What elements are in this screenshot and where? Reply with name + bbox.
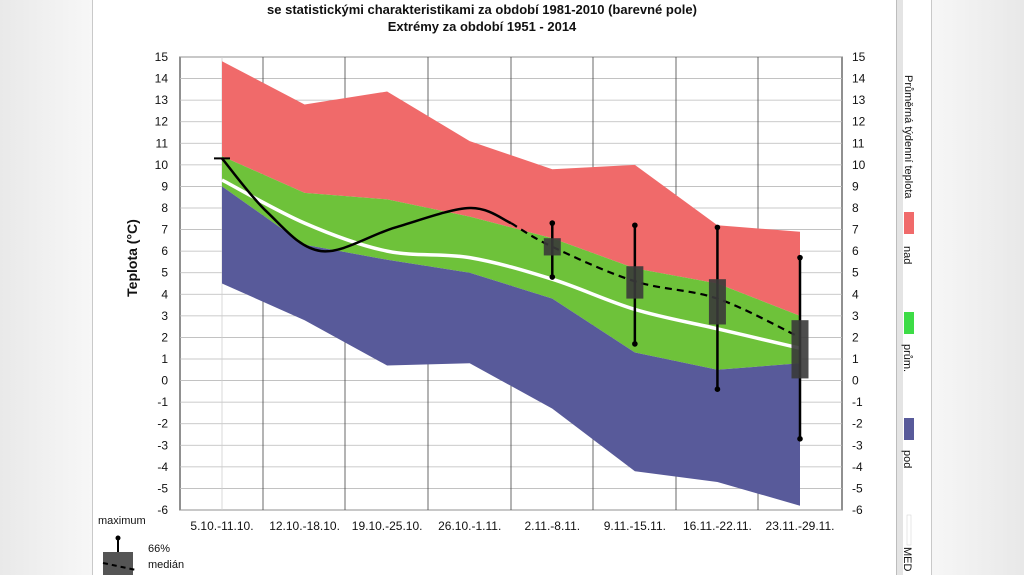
box-range bbox=[543, 238, 561, 256]
chart-title-line2: Extrémy za období 1951 - 2014 bbox=[387, 19, 577, 34]
y-tick-label-right: 12 bbox=[852, 115, 866, 129]
legend-nad-label: nad bbox=[901, 246, 913, 264]
y-tick-label-left: -5 bbox=[157, 481, 168, 495]
y-tick-label-left: -4 bbox=[157, 460, 168, 474]
box-legend-box bbox=[103, 552, 133, 575]
box-legend-maximum: maximum bbox=[98, 515, 146, 527]
y-tick-label-right: -1 bbox=[852, 395, 863, 409]
legend-scrollbar[interactable] bbox=[896, 0, 903, 575]
legend-prum-swatch bbox=[904, 312, 914, 334]
y-tick-label-right: 15 bbox=[852, 50, 866, 64]
y-tick-label-right: 11 bbox=[852, 136, 865, 150]
y-tick-label-right: -3 bbox=[852, 438, 863, 452]
y-tick-label-left: 6 bbox=[161, 244, 168, 258]
box-min-dot bbox=[632, 341, 638, 347]
y-tick-label-left: 0 bbox=[161, 374, 168, 388]
y-tick-label-left: -2 bbox=[157, 417, 168, 431]
x-tick-label: 9.11.-15.11. bbox=[604, 519, 666, 533]
y-tick-label-left: 10 bbox=[155, 158, 169, 172]
boxes bbox=[543, 220, 809, 442]
legend-title: Průměrná týdenní teplota bbox=[902, 75, 914, 199]
box-max-dot bbox=[632, 222, 638, 229]
legend-pod-label: pod bbox=[901, 450, 913, 468]
box-min-dot bbox=[714, 386, 721, 393]
y-tick-label-left: 13 bbox=[155, 93, 169, 107]
x-tick-label: 12.10.-18.10. bbox=[269, 519, 340, 533]
box-legend-median: medián bbox=[148, 559, 184, 571]
box-range bbox=[791, 320, 809, 379]
y-tick-label-right: -4 bbox=[852, 460, 863, 474]
legend-pod-swatch bbox=[904, 418, 914, 440]
y-tick-label-left: -1 bbox=[157, 395, 168, 409]
box-range bbox=[708, 279, 726, 325]
y-tick-label-right: -2 bbox=[852, 417, 863, 431]
y-tick-label-left: 9 bbox=[161, 179, 168, 193]
y-tick-label-right: 9 bbox=[852, 179, 859, 193]
y-tick-label-left: 12 bbox=[155, 115, 169, 129]
y-tick-label-right: 7 bbox=[852, 223, 859, 237]
box-max-dot bbox=[797, 254, 803, 261]
x-tick-label: 5.10.-11.10. bbox=[190, 519, 253, 533]
band-above-normal bbox=[222, 61, 800, 316]
y-tick-label-left: 15 bbox=[155, 50, 169, 64]
x-tick-label: 2.11.-8.11. bbox=[524, 519, 580, 533]
observed-line bbox=[221, 157, 512, 253]
y-tick-label-left: 4 bbox=[161, 287, 168, 301]
y-tick-label-right: 4 bbox=[852, 287, 859, 301]
y-tick-label-left: 3 bbox=[161, 309, 168, 323]
median-line bbox=[221, 178, 801, 350]
y-tick-label-right: 1 bbox=[852, 352, 859, 366]
y-tick-label-right: 10 bbox=[852, 158, 866, 172]
box-max-dot bbox=[549, 220, 556, 226]
y-tick-label-right: 0 bbox=[852, 374, 859, 388]
box-max-dot bbox=[714, 224, 721, 231]
legend-median-label: MED bbox=[901, 547, 913, 572]
box-range bbox=[626, 266, 644, 299]
y-tick-label-left: 5 bbox=[161, 266, 168, 280]
chart-title-line1: se statistickými charakteristikami za ob… bbox=[267, 2, 697, 17]
y-tick-label-left: 14 bbox=[155, 72, 169, 86]
y-tick-label-left: 8 bbox=[161, 201, 168, 215]
y-axis-label: Teplota (°C) bbox=[124, 219, 140, 297]
y-tick-label-left: -6 bbox=[157, 503, 168, 517]
x-tick-label: 26.10.-1.11. bbox=[438, 519, 501, 533]
box-legend-max-dot bbox=[115, 535, 121, 541]
background-right bbox=[929, 0, 1024, 575]
y-tick-label-left: 11 bbox=[156, 136, 169, 150]
band-below-normal bbox=[222, 186, 800, 506]
box-min-dot bbox=[549, 274, 556, 280]
y-tick-label-right: 5 bbox=[852, 266, 859, 280]
legend-nad-swatch bbox=[904, 212, 914, 234]
box-min-dot bbox=[797, 436, 803, 442]
legend-prum-label: prům. bbox=[901, 344, 913, 372]
y-tick-label-right: 2 bbox=[852, 330, 859, 344]
y-tick-label-left: -3 bbox=[157, 438, 168, 452]
x-tick-label: 19.10.-25.10. bbox=[352, 519, 423, 533]
box-legend-median-line bbox=[102, 562, 137, 571]
y-tick-label-left: 2 bbox=[161, 330, 168, 344]
y-tick-label-right: 3 bbox=[852, 309, 859, 323]
x-tick-label: 16.11.-22.11. bbox=[683, 519, 752, 533]
y-tick-label-right: 8 bbox=[852, 201, 859, 215]
y-tick-label-left: 1 bbox=[161, 352, 168, 366]
y-tick-label-right: -5 bbox=[852, 481, 863, 495]
y-tick-label-right: 14 bbox=[852, 72, 866, 86]
x-tick-label: 23.11.-29.11. bbox=[766, 519, 835, 533]
y-tick-label-right: -6 bbox=[852, 503, 863, 517]
y-tick-label-right: 6 bbox=[852, 244, 859, 258]
box-legend-66: 66% bbox=[148, 543, 170, 555]
background-left bbox=[0, 0, 92, 575]
y-tick-label-right: 13 bbox=[852, 93, 866, 107]
y-tick-label-left: 7 bbox=[161, 223, 168, 237]
legend-median-swatch bbox=[906, 514, 912, 546]
